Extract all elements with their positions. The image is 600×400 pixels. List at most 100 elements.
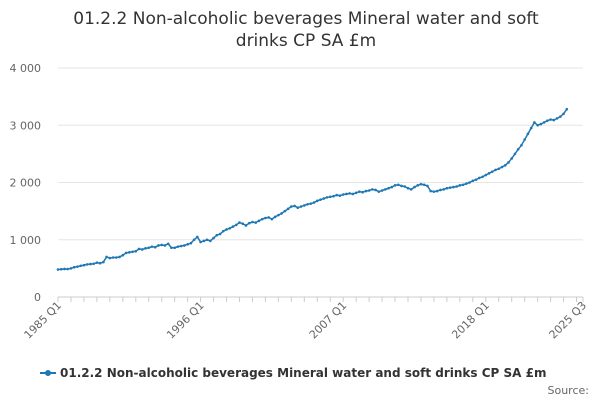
- data-point[interactable]: [290, 205, 293, 208]
- data-point[interactable]: [432, 190, 436, 193]
- data-point[interactable]: [179, 244, 183, 248]
- data-point[interactable]: [565, 107, 569, 111]
- data-point[interactable]: [533, 121, 536, 124]
- data-point[interactable]: [341, 193, 345, 196]
- data-point[interactable]: [267, 216, 270, 219]
- data-point[interactable]: [481, 175, 484, 179]
- data-point[interactable]: [435, 189, 439, 193]
- data-point[interactable]: [474, 178, 478, 181]
- data-point[interactable]: [445, 186, 449, 190]
- data-point[interactable]: [303, 204, 306, 207]
- data-point[interactable]: [455, 185, 458, 188]
- data-point[interactable]: [293, 204, 296, 208]
- data-point[interactable]: [108, 256, 112, 260]
- data-point[interactable]: [286, 207, 290, 211]
- data-point[interactable]: [95, 261, 99, 264]
- data-point[interactable]: [150, 245, 154, 248]
- data-point[interactable]: [315, 199, 319, 203]
- data-point[interactable]: [416, 184, 420, 187]
- data-point[interactable]: [520, 143, 523, 147]
- data-point[interactable]: [358, 190, 361, 193]
- data-point[interactable]: [484, 173, 488, 177]
- data-point[interactable]: [371, 188, 374, 191]
- data-point[interactable]: [507, 161, 510, 164]
- data-point[interactable]: [400, 184, 403, 188]
- data-point[interactable]: [322, 197, 326, 200]
- data-point[interactable]: [270, 217, 274, 221]
- data-point[interactable]: [319, 198, 322, 201]
- data-point[interactable]: [345, 192, 348, 196]
- legend[interactable]: 01.2.2 Non-alcoholic beverages Mineral w…: [40, 366, 546, 380]
- data-point[interactable]: [377, 190, 381, 193]
- data-point[interactable]: [98, 261, 102, 265]
- data-point[interactable]: [367, 189, 371, 192]
- data-point[interactable]: [89, 262, 92, 266]
- data-point[interactable]: [332, 194, 335, 198]
- data-point[interactable]: [461, 183, 465, 187]
- data-point[interactable]: [170, 246, 173, 250]
- data-point[interactable]: [72, 265, 76, 269]
- data-point[interactable]: [215, 233, 219, 237]
- data-point[interactable]: [196, 235, 199, 239]
- data-point[interactable]: [348, 192, 351, 195]
- data-point[interactable]: [328, 195, 332, 199]
- data-point[interactable]: [429, 189, 432, 193]
- data-point[interactable]: [403, 185, 407, 188]
- data-point[interactable]: [228, 227, 232, 230]
- data-point[interactable]: [251, 220, 254, 224]
- data-point[interactable]: [157, 244, 160, 247]
- data-point[interactable]: [458, 184, 462, 187]
- data-point[interactable]: [384, 188, 387, 191]
- data-point[interactable]: [254, 221, 257, 224]
- data-point[interactable]: [539, 122, 543, 126]
- data-point[interactable]: [144, 247, 147, 250]
- data-point[interactable]: [510, 157, 513, 160]
- data-point[interactable]: [115, 256, 118, 259]
- data-point[interactable]: [225, 228, 228, 231]
- data-point[interactable]: [218, 232, 222, 236]
- data-point[interactable]: [244, 224, 248, 227]
- data-point[interactable]: [76, 265, 79, 268]
- data-point[interactable]: [448, 186, 452, 189]
- data-point[interactable]: [497, 167, 501, 171]
- data-point[interactable]: [442, 188, 445, 191]
- data-point[interactable]: [166, 242, 170, 246]
- data-point[interactable]: [335, 193, 339, 197]
- data-point[interactable]: [374, 188, 377, 192]
- data-point[interactable]: [549, 118, 552, 121]
- data-point[interactable]: [134, 249, 138, 253]
- data-point[interactable]: [312, 201, 316, 204]
- data-point[interactable]: [277, 213, 280, 217]
- data-point[interactable]: [183, 244, 186, 247]
- data-point[interactable]: [189, 241, 193, 245]
- data-point[interactable]: [192, 238, 196, 242]
- data-point[interactable]: [439, 188, 442, 192]
- data-point[interactable]: [82, 263, 86, 267]
- data-point[interactable]: [526, 132, 530, 136]
- data-point[interactable]: [536, 123, 539, 127]
- data-point[interactable]: [260, 217, 264, 221]
- data-point[interactable]: [186, 243, 189, 246]
- data-point[interactable]: [523, 138, 526, 141]
- data-point[interactable]: [354, 191, 358, 195]
- data-point[interactable]: [487, 172, 491, 175]
- data-point[interactable]: [529, 126, 533, 130]
- data-point[interactable]: [309, 202, 313, 205]
- data-point[interactable]: [205, 238, 209, 242]
- data-point[interactable]: [364, 189, 368, 193]
- data-point[interactable]: [559, 115, 562, 118]
- data-point[interactable]: [199, 240, 202, 244]
- data-point[interactable]: [63, 267, 66, 271]
- data-point[interactable]: [221, 229, 225, 233]
- data-point[interactable]: [409, 188, 413, 191]
- data-point[interactable]: [380, 189, 384, 192]
- data-point[interactable]: [361, 190, 364, 194]
- data-point[interactable]: [552, 118, 556, 122]
- data-point[interactable]: [542, 121, 546, 124]
- data-point[interactable]: [516, 147, 520, 151]
- data-point[interactable]: [471, 179, 475, 183]
- data-point[interactable]: [160, 243, 163, 247]
- data-point[interactable]: [426, 184, 429, 188]
- data-point[interactable]: [546, 119, 549, 122]
- data-point[interactable]: [387, 186, 390, 190]
